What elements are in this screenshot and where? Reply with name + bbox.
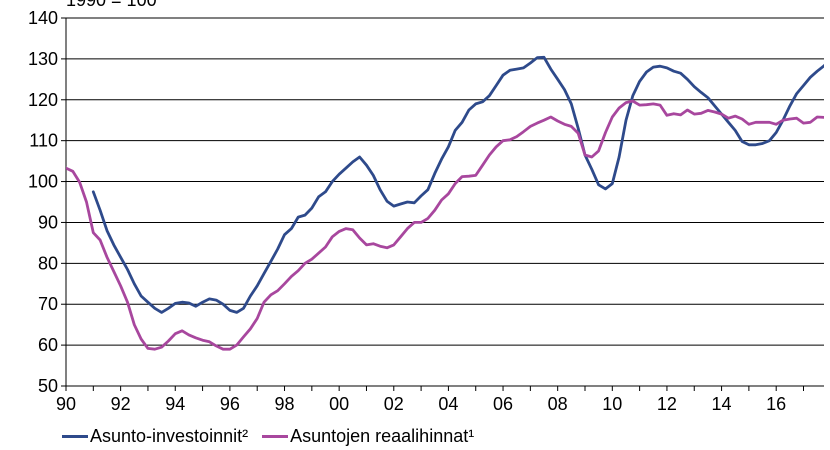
y-tick-label-90: 90	[38, 212, 58, 232]
legend-swatch-investments	[62, 434, 88, 438]
x-axis-ticks: 90 92 94 96 98 00 02 04 06 08 10 12 14 16	[56, 386, 805, 414]
y-tick-label-110: 110	[29, 131, 58, 151]
series-line-asuntojen-reaalihinnat	[66, 99, 824, 351]
legend-label-prices: Asuntojen reaalihinnat¹	[290, 425, 475, 446]
x-tick-label-98: 98	[275, 394, 295, 414]
y-tick-label-70: 70	[38, 294, 58, 314]
axes	[65, 18, 824, 387]
legend: Asunto-investoinnit² Asuntojen reaalihin…	[62, 424, 488, 448]
y-tick-label-120: 120	[28, 90, 58, 110]
x-tick-label-92: 92	[111, 394, 131, 414]
x-tick-label-02: 02	[384, 394, 404, 414]
x-tick-label-90: 90	[56, 394, 76, 414]
x-tick-label-12: 12	[657, 394, 677, 414]
series-line-asunto-investoinnit	[91, 55, 824, 314]
gridlines	[66, 17, 824, 346]
legend-swatch-prices	[262, 434, 289, 438]
x-tick-label-16: 16	[766, 394, 786, 414]
y-axis-ticks: 50 60 70 80 90 100 110 120 130 140	[28, 8, 66, 396]
y-tick-label-60: 60	[38, 335, 58, 355]
x-tick-label-14: 14	[712, 394, 732, 414]
legend-item-investments: Asunto-investoinnit²	[62, 426, 248, 447]
x-tick-label-04: 04	[438, 394, 458, 414]
y-tick-label-130: 130	[28, 49, 58, 69]
y-tick-label-50: 50	[38, 376, 58, 396]
y-axis-label: 1990 = 100	[66, 0, 157, 10]
series-lines	[66, 55, 824, 351]
x-tick-label-08: 08	[548, 394, 568, 414]
x-tick-label-94: 94	[165, 394, 185, 414]
x-tick-label-06: 06	[493, 394, 513, 414]
y-tick-label-100: 100	[28, 172, 58, 192]
x-tick-label-96: 96	[220, 394, 240, 414]
x-tick-label-10: 10	[602, 394, 622, 414]
y-tick-label-80: 80	[38, 253, 58, 273]
legend-item-prices: Asuntojen reaalihinnat¹	[262, 426, 474, 447]
legend-label-investments: Asunto-investoinnit²	[90, 425, 249, 446]
x-tick-label-00: 00	[329, 394, 349, 414]
y-tick-label-140: 140	[28, 8, 58, 28]
